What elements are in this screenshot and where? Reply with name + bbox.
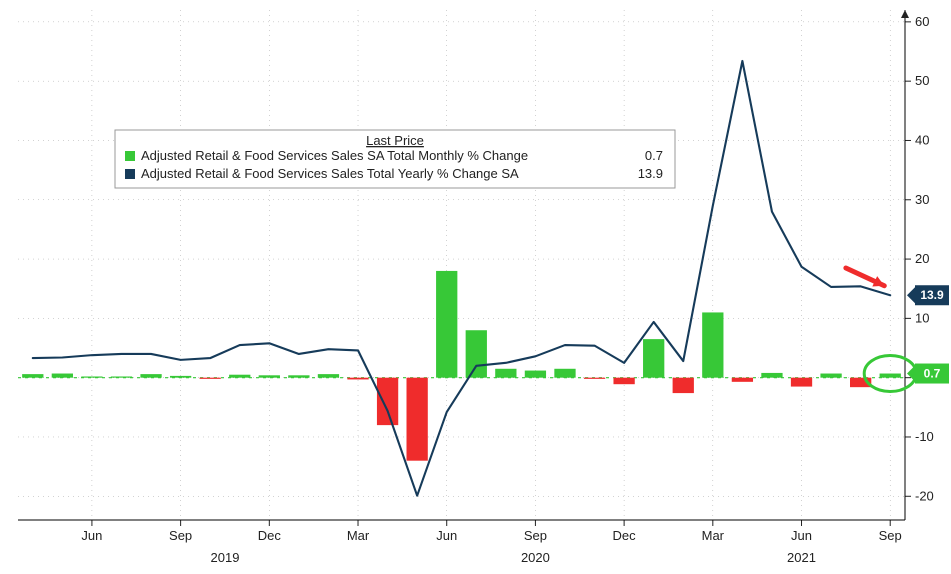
bar <box>525 371 546 378</box>
bar <box>22 374 43 378</box>
svg-text:2020: 2020 <box>521 550 550 565</box>
bar <box>52 374 73 378</box>
svg-text:30: 30 <box>915 192 929 207</box>
svg-text:Dec: Dec <box>613 528 637 543</box>
legend-swatch <box>125 151 135 161</box>
bar <box>673 378 694 393</box>
bar <box>880 374 901 378</box>
bar <box>732 378 753 382</box>
svg-text:Sep: Sep <box>169 528 192 543</box>
legend-value: 0.7 <box>645 148 663 163</box>
bar <box>170 376 191 378</box>
legend-label: Adjusted Retail & Food Services Sales SA… <box>141 148 528 163</box>
svg-text:-20: -20 <box>915 488 934 503</box>
svg-text:2019: 2019 <box>211 550 240 565</box>
bar <box>81 376 102 377</box>
svg-text:60: 60 <box>915 14 929 29</box>
bar <box>140 374 161 378</box>
bar <box>377 378 398 425</box>
bar <box>791 378 812 387</box>
svg-text:-10: -10 <box>915 429 934 444</box>
legend-title: Last Price <box>366 133 424 148</box>
chart-svg: -20-100102030405060JunSepDecMarJunSepDec… <box>0 0 951 574</box>
retail-sales-chart: -20-100102030405060JunSepDecMarJunSepDec… <box>0 0 951 574</box>
bar <box>318 374 339 378</box>
legend-label: Adjusted Retail & Food Services Sales To… <box>141 166 519 181</box>
bar <box>347 378 368 380</box>
bar <box>229 375 250 378</box>
svg-text:50: 50 <box>915 73 929 88</box>
bar <box>584 378 605 379</box>
bar <box>702 312 723 377</box>
bar <box>466 330 487 377</box>
bar <box>643 339 664 378</box>
bar <box>259 375 280 377</box>
svg-text:40: 40 <box>915 132 929 147</box>
svg-text:Jun: Jun <box>436 528 457 543</box>
bar <box>436 271 457 378</box>
legend-swatch <box>125 169 135 179</box>
svg-text:2021: 2021 <box>787 550 816 565</box>
svg-text:Jun: Jun <box>81 528 102 543</box>
value-tag: 0.7 <box>924 367 941 381</box>
svg-text:Mar: Mar <box>702 528 725 543</box>
bar <box>820 374 841 378</box>
svg-text:10: 10 <box>915 310 929 325</box>
bar <box>554 369 575 378</box>
bar <box>495 369 516 378</box>
svg-text:Sep: Sep <box>524 528 547 543</box>
svg-text:Mar: Mar <box>347 528 370 543</box>
bar <box>613 378 634 385</box>
bar <box>407 378 428 461</box>
svg-text:Sep: Sep <box>879 528 902 543</box>
svg-text:Jun: Jun <box>791 528 812 543</box>
bar <box>111 376 132 377</box>
svg-text:Dec: Dec <box>258 528 282 543</box>
value-tag: 13.9 <box>920 288 944 302</box>
bar <box>761 373 782 378</box>
svg-text:20: 20 <box>915 251 929 266</box>
bar <box>288 375 309 377</box>
legend-value: 13.9 <box>638 166 663 181</box>
bar <box>200 378 221 379</box>
